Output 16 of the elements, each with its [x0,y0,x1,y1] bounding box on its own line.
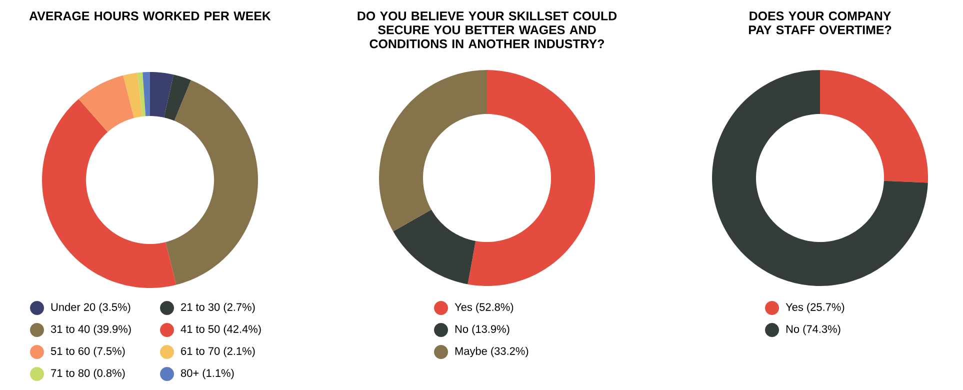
legend-label: Yes (52.8%) [454,302,514,314]
legend-label: Yes (25.7%) [786,302,844,314]
chart-title: DOES YOUR COMPANY PAY STAFF OVERTIME? [749,12,892,34]
legend-label: 71 to 80 (0.8%) [51,368,125,380]
legend-label: Maybe (33.2%) [455,346,528,358]
legend-label: No (74.3%) [786,324,840,336]
legend-label: 80+ (1.1%) [180,368,234,380]
chart-title: AVERAGE HOURS WORKED PER WEEK [29,12,271,20]
legend-label: 51 to 60 (7.5%) [50,346,125,358]
legend-label: No (13.9%) [455,324,510,336]
legend-label: 31 to 40 (39.9%) [50,324,131,336]
legend-label: Under 20 (3.5%) [51,302,130,314]
legend-label: 21 to 30 (2.7%) [181,302,255,314]
chart-title: DO YOU BELIEVE YOUR SKILLSET COULD SECURE YOU BETTER WAGES AND CONDITIONS IN ANOTHER INDUSTRY? [358,12,617,48]
legend-label: 41 to 50 (42.4%) [180,324,261,336]
legend-label: 61 to 70 (2.1%) [181,346,255,358]
